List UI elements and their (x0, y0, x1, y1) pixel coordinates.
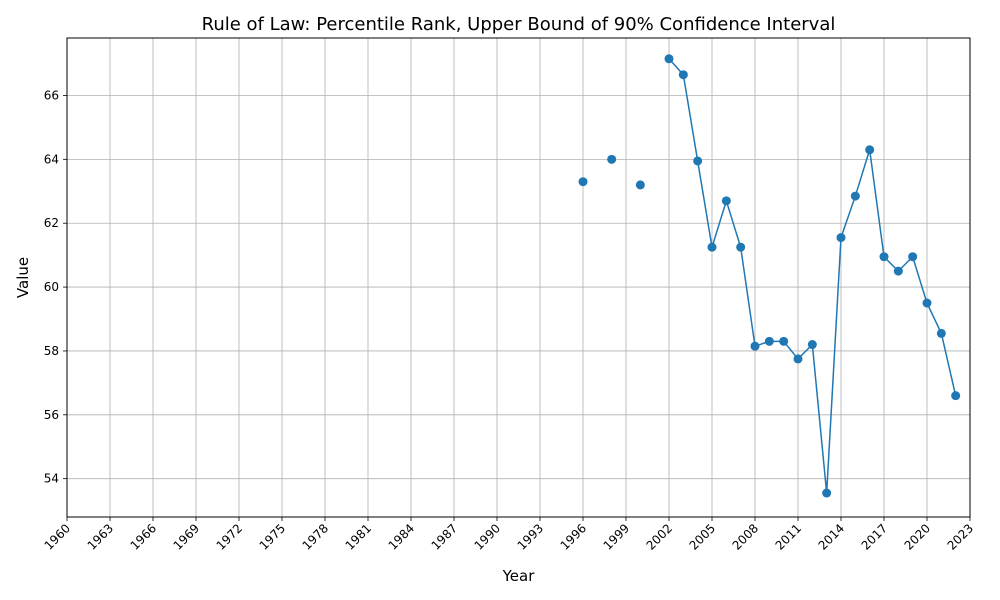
data-point (908, 252, 918, 262)
data-point (850, 191, 860, 201)
data-point (865, 145, 875, 155)
data-point (779, 336, 789, 346)
x-tick-label: 1969 (171, 521, 202, 552)
data-point (721, 196, 731, 206)
x-tick-label: 1975 (257, 521, 288, 552)
x-tick-label: 2017 (859, 521, 890, 552)
data-point (678, 70, 688, 80)
y-tick-label: 64 (44, 152, 59, 166)
grid (66, 38, 971, 517)
y-tick-label: 56 (44, 408, 59, 422)
x-tick-label: 1984 (386, 521, 417, 552)
y-axis-ticks: 54 56 58 60 62 64 66 (44, 88, 67, 486)
data-point (951, 391, 961, 401)
x-tick-label: 2020 (902, 521, 933, 552)
x-tick-label: 1999 (601, 521, 632, 552)
data-point (807, 340, 817, 350)
x-tick-label: 2002 (644, 521, 675, 552)
x-tick-label: 2011 (773, 521, 804, 552)
chart-title: Rule of Law: Percentile Rank, Upper Boun… (202, 14, 836, 35)
data-point (635, 180, 645, 190)
data-point (922, 298, 932, 308)
data-point (693, 156, 703, 166)
data-point (879, 252, 889, 262)
y-tick-label: 54 (44, 472, 59, 486)
x-tick-label: 1987 (429, 521, 460, 552)
x-tick-label: 1972 (214, 521, 245, 552)
data-point (736, 242, 746, 252)
data-point (607, 154, 617, 164)
x-axis-label: Year (502, 567, 536, 585)
data-point (578, 177, 588, 187)
data-point (764, 336, 774, 346)
data-point (836, 233, 846, 243)
x-tick-label: 2023 (945, 521, 976, 552)
data-point (822, 488, 832, 498)
x-tick-label: 2008 (730, 521, 761, 552)
x-tick-label: 1990 (472, 521, 503, 552)
x-tick-label: 1993 (515, 521, 546, 552)
data-point (750, 341, 760, 351)
x-tick-label: 1966 (128, 521, 159, 552)
x-tick-label: 2005 (687, 521, 718, 552)
x-tick-label: 1960 (42, 521, 73, 552)
y-tick-label: 62 (44, 216, 59, 230)
y-tick-label: 60 (44, 280, 59, 294)
x-tick-label: 1981 (343, 521, 374, 552)
y-tick-label: 66 (44, 88, 59, 102)
data-points (578, 54, 961, 498)
data-point (664, 54, 674, 64)
y-tick-label: 58 (44, 344, 59, 358)
x-tick-label: 1978 (300, 521, 331, 552)
x-axis-ticks: 1960 1963 1966 1969 1972 1975 1978 1981 1984 1987… (42, 517, 976, 553)
data-point (936, 328, 946, 338)
data-point (707, 242, 717, 252)
x-tick-label: 1963 (85, 521, 116, 552)
plot-area-frame (66, 37, 971, 518)
data-point (793, 354, 803, 364)
y-axis-label: Value (14, 257, 32, 298)
x-tick-label: 1996 (558, 521, 589, 552)
x-tick-label: 2014 (816, 521, 847, 552)
data-point (893, 266, 903, 276)
